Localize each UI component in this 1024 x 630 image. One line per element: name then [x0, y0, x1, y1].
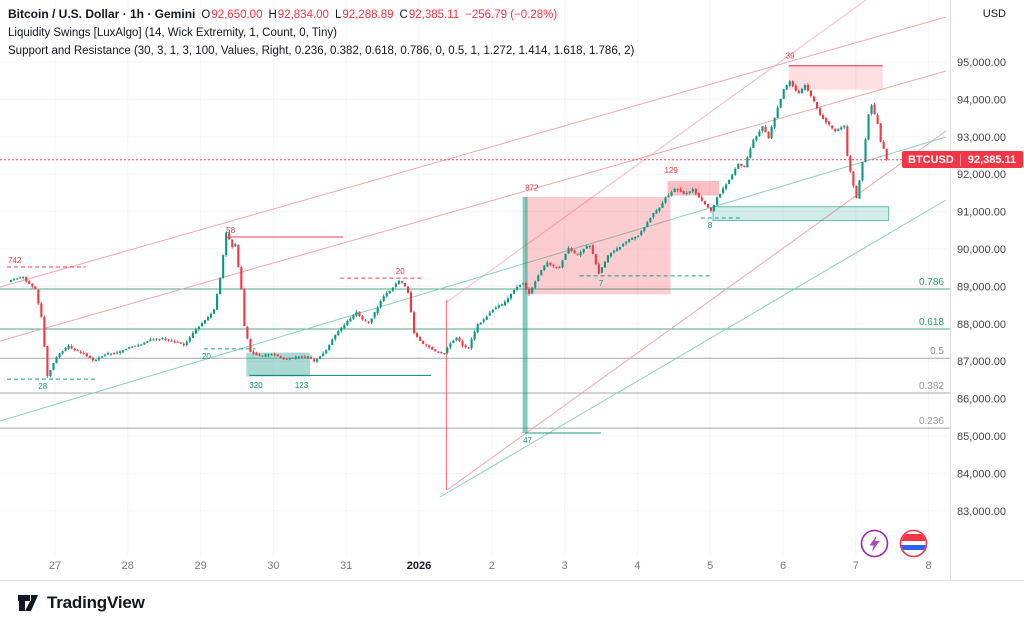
svg-text:0.236: 0.236 [919, 416, 944, 427]
svg-text:320: 320 [249, 381, 263, 390]
svg-text:20: 20 [396, 267, 405, 276]
svg-text:95,000.00: 95,000.00 [957, 57, 1006, 69]
svg-text:90,000.00: 90,000.00 [957, 244, 1006, 256]
time-axis[interactable]: 27 28 29 30 31 2026 2 3 4 5 6 7 8 [49, 560, 932, 572]
open-value: 92,650.00 [211, 9, 263, 21]
svg-text:85,000.00: 85,000.00 [957, 431, 1006, 443]
svg-text:28: 28 [38, 382, 47, 391]
svg-text:0.382: 0.382 [919, 381, 944, 392]
svg-text:31: 31 [340, 560, 352, 572]
svg-text:129: 129 [664, 166, 678, 175]
low-label: L [334, 9, 342, 21]
svg-text:7: 7 [853, 560, 859, 572]
svg-text:2: 2 [489, 560, 495, 572]
svg-text:39: 39 [786, 52, 795, 61]
plot-area: 0.786 0.618 0.5 0.382 0.236 742 28 58 20 20 7 8 47 87… [0, 0, 950, 498]
price-scale-currency[interactable]: USD [982, 8, 1006, 20]
trend-channel-lines[interactable] [0, 0, 947, 498]
open-label: O [201, 9, 211, 21]
svg-text:6: 6 [780, 560, 786, 572]
svg-text:7: 7 [599, 279, 604, 288]
svg-text:2026: 2026 [407, 560, 431, 572]
liquidity-vertical-marks [445, 197, 528, 490]
svg-text:8: 8 [926, 560, 932, 572]
svg-text:3: 3 [562, 560, 568, 572]
close-value: 92,385.11 [408, 9, 460, 21]
fib-level-lines: 0.786 0.618 0.5 0.382 0.236 [0, 277, 950, 429]
svg-text:94,000.00: 94,000.00 [957, 94, 1006, 106]
lightning-icon [860, 529, 889, 558]
grid-lines [0, 0, 950, 556]
svg-text:30: 30 [267, 560, 279, 572]
svg-text:5: 5 [707, 560, 713, 572]
svg-text:47: 47 [523, 436, 532, 445]
svg-text:20: 20 [202, 352, 211, 361]
fab-lightning-button[interactable] [859, 528, 890, 559]
indicator-row-support-resistance[interactable]: Support and Resistance (30, 3, 1, 3, 100… [8, 45, 635, 57]
svg-text:0.5: 0.5 [930, 346, 944, 357]
change-value: −256.79 (−0.28%) [465, 9, 558, 21]
svg-text:0.786: 0.786 [919, 277, 944, 288]
tradingview-logo-text: TradingView [47, 593, 145, 612]
high-value: 92,834.00 [277, 9, 329, 21]
tradingview-logo-icon [18, 595, 38, 611]
svg-text:872: 872 [525, 184, 539, 193]
svg-text:93,000.00: 93,000.00 [957, 132, 1006, 144]
indicator-row-liquidity-swings[interactable]: Liquidity Swings [LuxAlgo] (14, Wick Ext… [8, 27, 337, 39]
svg-text:27: 27 [49, 560, 61, 572]
low-value: 92,288.89 [342, 9, 394, 21]
svg-text:91,000.00: 91,000.00 [957, 207, 1006, 219]
svg-text:123: 123 [295, 381, 309, 390]
svg-text:742: 742 [8, 256, 22, 265]
supply-demand-zones[interactable] [246, 65, 890, 377]
axis-separators [0, 0, 1024, 581]
svg-text:88,000.00: 88,000.00 [957, 319, 1006, 331]
svg-text:92,000.00: 92,000.00 [957, 169, 1006, 181]
svg-text:89,000.00: 89,000.00 [957, 281, 1006, 293]
high-label: H [268, 9, 277, 21]
close-label: C [399, 9, 408, 21]
svg-text:83,000.00: 83,000.00 [957, 506, 1006, 518]
candles-layer [10, 80, 888, 378]
svg-text:0.618: 0.618 [919, 317, 944, 328]
tradingview-logo[interactable]: TradingView [16, 591, 145, 615]
svg-text:58: 58 [226, 226, 235, 235]
svg-text:87,000.00: 87,000.00 [957, 356, 1006, 368]
svg-text:86,000.00: 86,000.00 [957, 394, 1006, 406]
fab-ball-button[interactable] [898, 528, 929, 559]
price-axis[interactable]: 95,000.00 94,000.00 93,000.00 92,000.00 91,0… [957, 57, 1006, 518]
last-price-badge[interactable]: BTCUSD 92,385.11 [902, 151, 1024, 168]
svg-text:84,000.00: 84,000.00 [957, 468, 1006, 480]
badge-price: 92,385.11 [967, 153, 1017, 166]
chart-header: Bitcoin / U.S. Dollar · 1h · Gemini O92,6… [8, 5, 634, 60]
svg-text:4: 4 [634, 560, 640, 572]
striped-ball-icon [899, 529, 928, 558]
symbol-title[interactable]: Bitcoin / U.S. Dollar · 1h · Gemini [8, 7, 196, 21]
badge-symbol: BTCUSD [902, 153, 961, 166]
svg-text:28: 28 [122, 560, 134, 572]
svg-text:8: 8 [708, 221, 713, 230]
ohlc-readout: O92,650.00 H92,834.00 L92,288.89 C92,385.11… [195, 7, 557, 21]
svg-text:29: 29 [194, 560, 206, 572]
liquidity-swing-levels: 742 28 58 20 20 7 8 47 872 129 39 320 123 [6, 52, 795, 445]
